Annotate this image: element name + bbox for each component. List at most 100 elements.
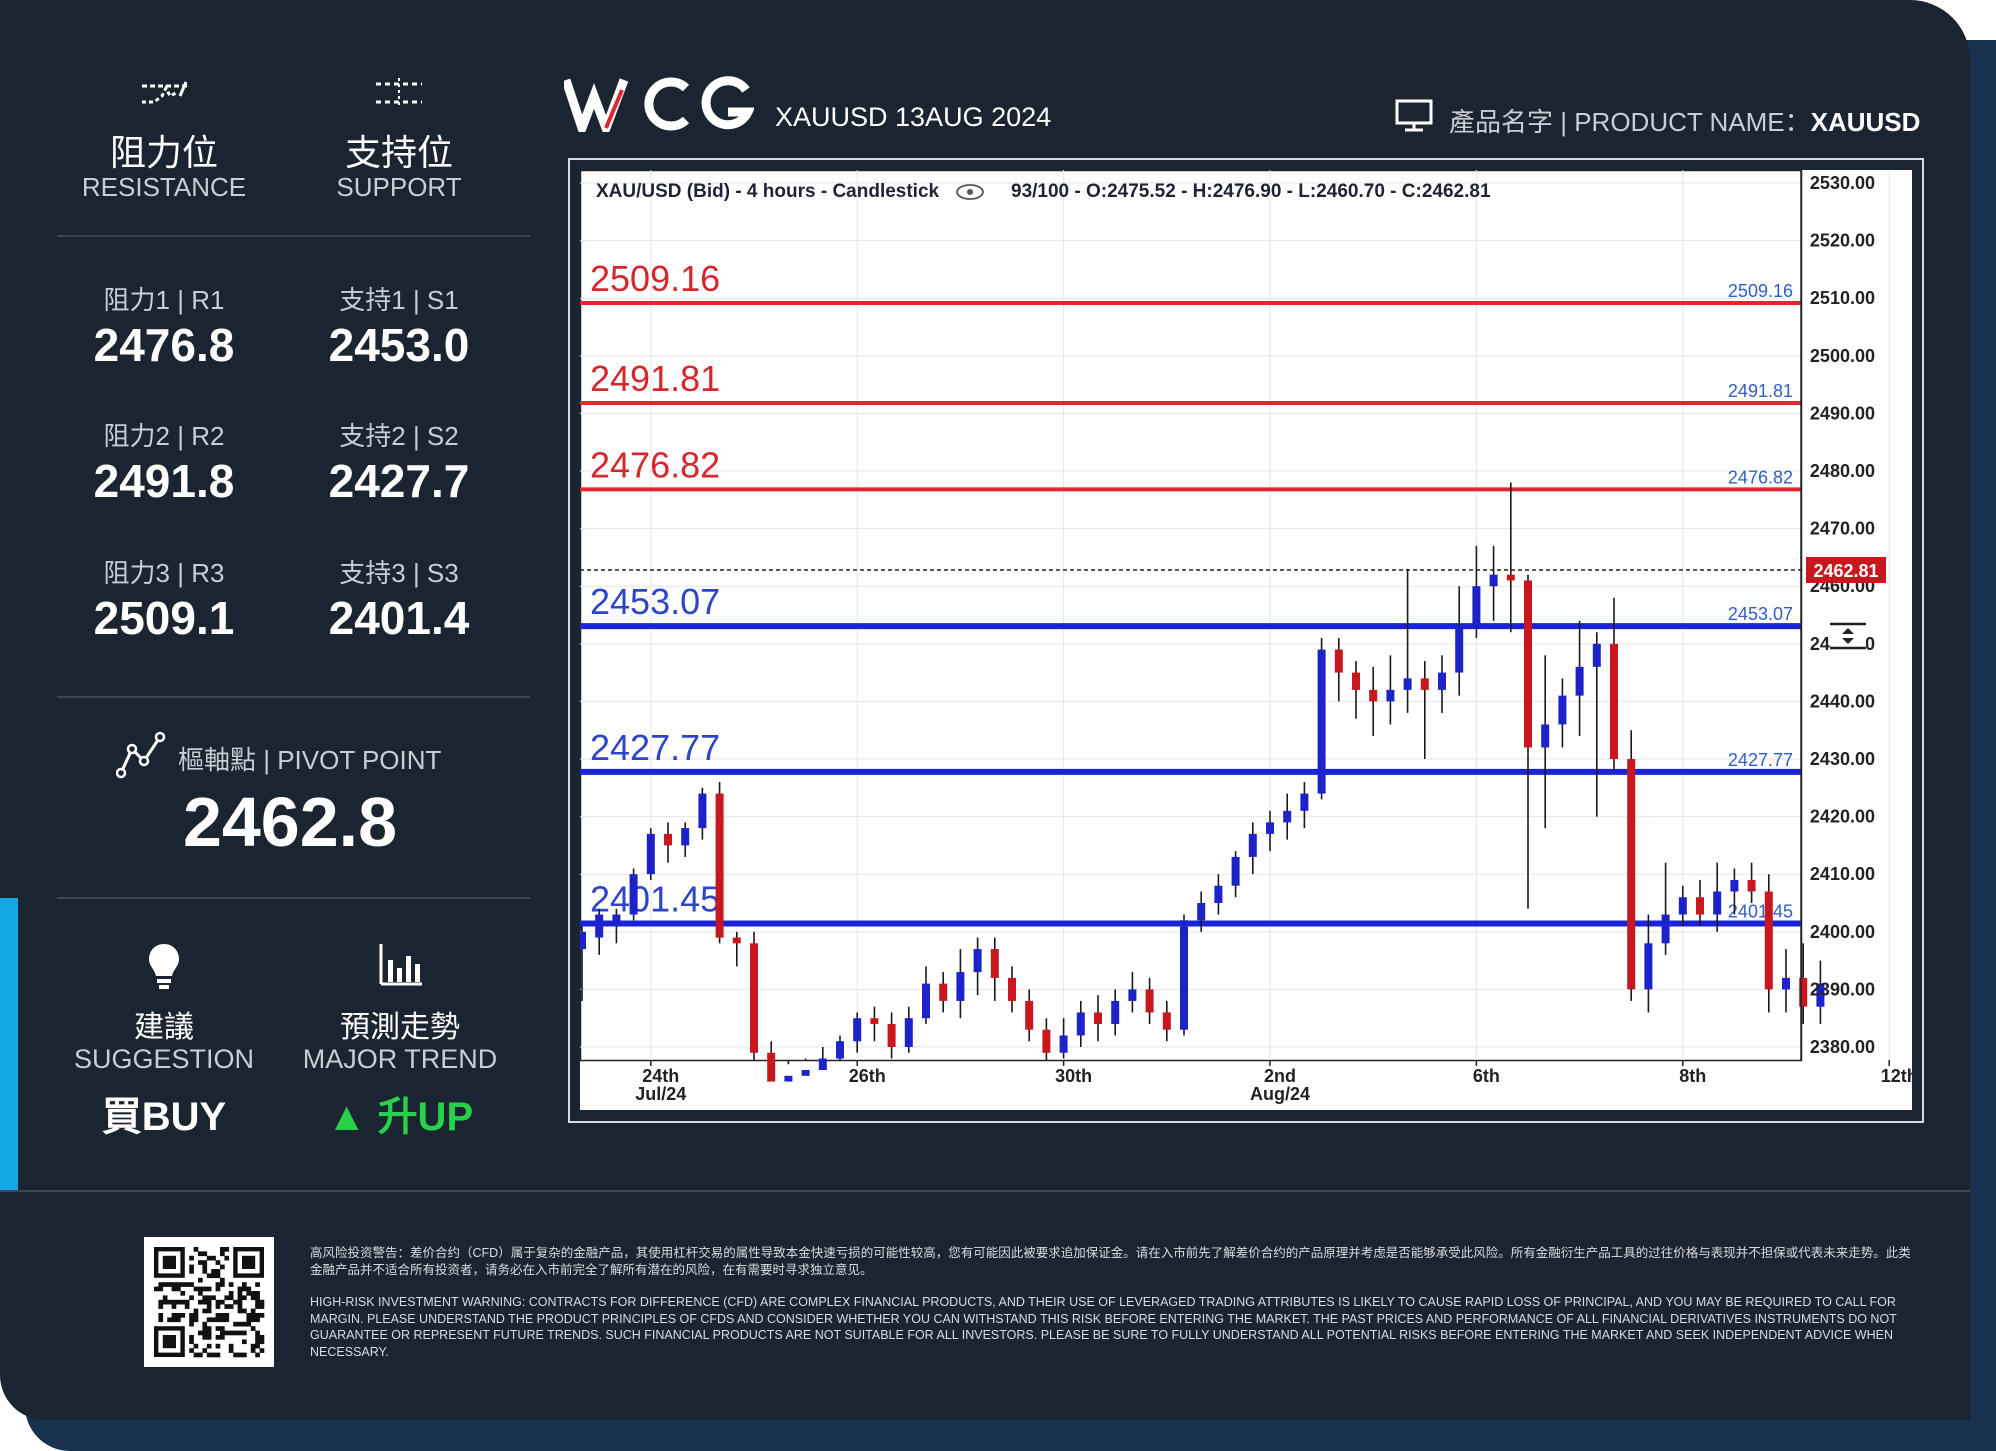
- qr-module: [198, 1251, 203, 1257]
- qr-module: [242, 1321, 247, 1327]
- x-tick-label: 30th: [1055, 1066, 1092, 1086]
- s3-label: 支持3 | S3: [339, 558, 459, 588]
- qr-module: [198, 1299, 203, 1305]
- qr-module: [198, 1352, 203, 1358]
- bull-candle: [1438, 672, 1446, 690]
- bear-candle: [870, 1018, 879, 1024]
- qr-module: [255, 1352, 260, 1358]
- qr-module: [189, 1282, 194, 1287]
- bull-candle: [1317, 649, 1326, 794]
- monitor-icon: [1395, 99, 1433, 132]
- qr-module: [202, 1330, 208, 1336]
- qr-module: [242, 1282, 247, 1287]
- support-title-zh: 支持位: [344, 132, 453, 173]
- y-tick-label: 2470.00: [1810, 519, 1875, 539]
- qr-module: [206, 1304, 212, 1309]
- qr-module: [215, 1313, 221, 1318]
- bar-chart-icon: [379, 944, 422, 986]
- y-tick-label: 2440.00: [1810, 691, 1875, 711]
- qr-module: [224, 1330, 230, 1336]
- qr-module: [220, 1299, 225, 1305]
- bear-candle: [1162, 1012, 1171, 1030]
- qr-module: [215, 1299, 221, 1305]
- qr-module: [162, 1282, 168, 1287]
- qr-module: [198, 1291, 203, 1296]
- qr-module: [228, 1304, 234, 1309]
- qr-module: [215, 1269, 221, 1274]
- support-level-label: 2453.07: [590, 581, 720, 622]
- bull-candle: [595, 914, 604, 938]
- qr-module: [233, 1299, 238, 1305]
- qr-module: [167, 1282, 172, 1287]
- eye-icon: [956, 184, 984, 200]
- footer-divider: [0, 1190, 1970, 1192]
- qr-module: [255, 1299, 260, 1305]
- qr-module: [162, 1299, 168, 1305]
- s1-label: 支持1 | S1: [339, 285, 459, 315]
- bull-candle: [956, 972, 965, 1001]
- qr-module: [206, 1308, 212, 1314]
- qr-module: [193, 1352, 199, 1358]
- bull-candle: [1300, 793, 1309, 811]
- qr-module: [180, 1313, 186, 1318]
- qr-module: [154, 1286, 159, 1292]
- qr-module: [215, 1335, 221, 1340]
- y-tick-label: 2510.00: [1810, 288, 1875, 308]
- bull-candle: [818, 1058, 827, 1071]
- bull-candle: [1266, 822, 1274, 834]
- bull-candle: [973, 949, 982, 973]
- qr-module: [220, 1251, 225, 1257]
- r2-label: 阻力2 | R2: [103, 421, 225, 451]
- qr-module: [206, 1326, 212, 1331]
- qr-code[interactable]: [144, 1237, 274, 1367]
- qr-module: [171, 1304, 177, 1309]
- risk-warning-en: HIGH-RISK INVESTMENT WARNING: CONTRACTS …: [310, 1295, 1897, 1359]
- bear-candle: [887, 1023, 896, 1047]
- risk-warning-zh: 高风险投资警告：差价合约（CFD）属于复杂的金融产品，其使用杠杆交易的属性导致本…: [310, 1246, 1911, 1277]
- qr-module: [220, 1335, 225, 1340]
- bull-candle: [1111, 1000, 1120, 1024]
- bear-candle: [1420, 678, 1429, 690]
- qr-module: [255, 1339, 260, 1345]
- qr-module: [176, 1282, 181, 1287]
- qr-module: [206, 1299, 212, 1305]
- qr-module: [259, 1339, 265, 1345]
- qr-module: [211, 1317, 216, 1323]
- y-tick-label: 2390.00: [1810, 979, 1875, 999]
- bull-candle: [1541, 724, 1550, 748]
- bull-candle: [1575, 666, 1584, 696]
- qr-module: [237, 1286, 243, 1292]
- bull-candle: [698, 793, 707, 829]
- qr-module: [259, 1313, 265, 1318]
- qr-module: [202, 1321, 208, 1327]
- y-tick-label: 2520.00: [1810, 231, 1875, 251]
- y-tick-label: 2490.00: [1810, 403, 1875, 423]
- bear-candle: [1369, 689, 1378, 702]
- resistance-level-label: 2509.16: [590, 258, 720, 299]
- qr-module: [171, 1282, 177, 1287]
- qr-module: [246, 1291, 252, 1296]
- qr-module: [237, 1308, 243, 1314]
- qr-module: [180, 1282, 186, 1287]
- qr-module: [202, 1286, 208, 1292]
- y-tick-label: 2380.00: [1810, 1037, 1875, 1057]
- pivot-value: 2462.8: [182, 783, 398, 861]
- qr-module: [220, 1282, 225, 1287]
- bear-candle: [1042, 1029, 1051, 1053]
- x-tick-label: 6th: [1473, 1066, 1500, 1086]
- qr-module: [202, 1269, 208, 1274]
- bull-candle: [1661, 914, 1670, 944]
- qr-module: [220, 1277, 225, 1283]
- qr-module: [220, 1330, 225, 1336]
- qr-module: [220, 1326, 225, 1331]
- qr-module: [224, 1255, 230, 1261]
- bear-candle: [1799, 977, 1808, 1007]
- wcg-logo: [564, 76, 754, 132]
- bull-candle: [1816, 983, 1825, 1007]
- qr-module: [237, 1295, 243, 1301]
- bull-candle: [1592, 643, 1601, 667]
- qr-module: [250, 1291, 256, 1296]
- qr-module: [242, 1330, 247, 1336]
- qr-module: [224, 1247, 230, 1252]
- qr-module: [255, 1291, 260, 1296]
